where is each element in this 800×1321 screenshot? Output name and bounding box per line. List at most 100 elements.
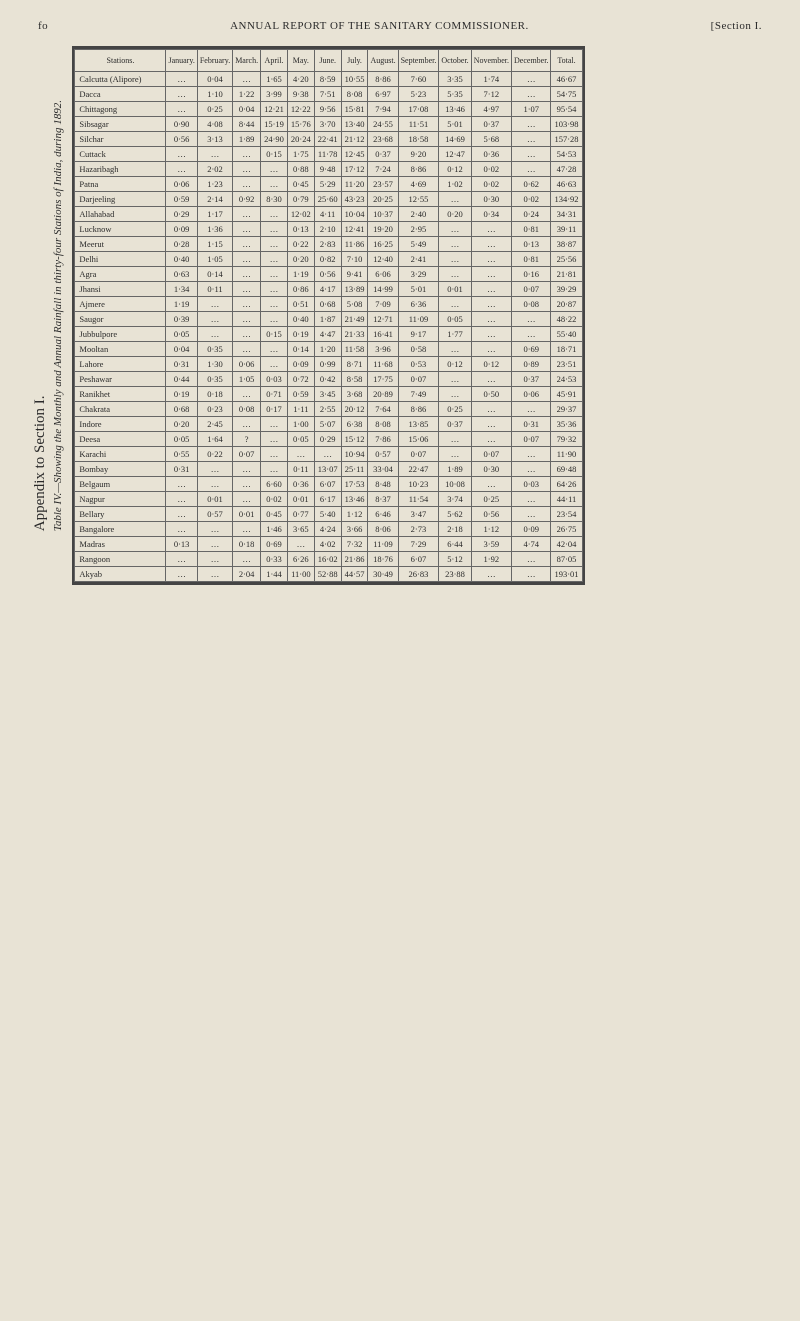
cell: 30·49	[368, 567, 398, 582]
cell: 7·12	[471, 87, 511, 102]
cell: …	[439, 387, 471, 402]
cell: 12·45	[341, 147, 368, 162]
cell: 2·18	[439, 522, 471, 537]
cell: …	[471, 417, 511, 432]
cell: 0·06	[166, 177, 197, 192]
cell: 3·68	[341, 387, 368, 402]
cell: 3·45	[314, 387, 341, 402]
cell: …	[261, 222, 288, 237]
cell: 6·60	[261, 477, 288, 492]
cell: 5·29	[314, 177, 341, 192]
cell: 0·51	[287, 297, 314, 312]
table-row: Jubbulpore0·05……0·150·194·4721·3316·419·…	[75, 327, 582, 342]
cell: 23·88	[439, 567, 471, 582]
table-row: Dacca…1·101·223·999·387·518·086·975·235·…	[75, 87, 582, 102]
cell: …	[471, 432, 511, 447]
cell: 17·08	[398, 102, 439, 117]
cell: 6·97	[368, 87, 398, 102]
cell: 7·49	[398, 387, 439, 402]
cell: 2·45	[197, 417, 232, 432]
cell: 9·20	[398, 147, 439, 162]
cell: 13·85	[398, 417, 439, 432]
cell: 0·02	[261, 492, 288, 507]
cell: 0·20	[439, 207, 471, 222]
cell: …	[512, 507, 551, 522]
cell: 0·20	[287, 252, 314, 267]
cell: 1·65	[261, 72, 288, 87]
cell: 1·15	[197, 237, 232, 252]
cell: 9·48	[314, 162, 341, 177]
cell: 0·15	[261, 327, 288, 342]
cell: 4·08	[197, 117, 232, 132]
cell: 17·53	[341, 477, 368, 492]
cell: …	[233, 72, 261, 87]
cell: 12·41	[341, 222, 368, 237]
cell: 26·83	[398, 567, 439, 582]
station-name: Peshawar	[75, 372, 166, 387]
station-name: Lucknow	[75, 222, 166, 237]
cell: 44·11	[551, 492, 582, 507]
cell: 20·89	[368, 387, 398, 402]
cell: 0·25	[197, 102, 232, 117]
cell: 12·55	[398, 192, 439, 207]
cell: 0·71	[261, 387, 288, 402]
cell: …	[512, 567, 551, 582]
cell: …	[197, 537, 232, 552]
cell: …	[287, 537, 314, 552]
cell: 8·08	[368, 417, 398, 432]
cell: 11·86	[341, 237, 368, 252]
cell: 0·77	[287, 507, 314, 522]
station-name: Saugor	[75, 312, 166, 327]
cell: …	[471, 567, 511, 582]
cell: 20·87	[551, 297, 582, 312]
table-row: Cuttack………0·151·7511·7812·450·379·2012·4…	[75, 147, 582, 162]
table-row: Jhansi1·340·11……0·864·1713·8914·995·010·…	[75, 282, 582, 297]
cell: 0·07	[512, 282, 551, 297]
cell: 0·13	[287, 222, 314, 237]
cell: …	[233, 207, 261, 222]
cell: 0·31	[166, 357, 197, 372]
cell: 12·71	[368, 312, 398, 327]
col-header: October.	[439, 50, 471, 72]
cell: 1·36	[197, 222, 232, 237]
table-row: Deesa0·051·64?…0·050·2915·127·8615·06……0…	[75, 432, 582, 447]
cell: 0·09	[287, 357, 314, 372]
cell: 18·76	[368, 552, 398, 567]
cell: 0·24	[512, 207, 551, 222]
cell: …	[439, 237, 471, 252]
cell: 0·01	[287, 492, 314, 507]
cell: …	[166, 477, 197, 492]
cell: 14·99	[368, 282, 398, 297]
cell: …	[233, 237, 261, 252]
cell: 54·75	[551, 87, 582, 102]
cell: 0·05	[166, 432, 197, 447]
cell: 0·25	[439, 402, 471, 417]
cell: 4·97	[471, 102, 511, 117]
cell: …	[512, 492, 551, 507]
cell: 193·01	[551, 567, 582, 582]
cell: 0·28	[166, 237, 197, 252]
cell: 3·96	[368, 342, 398, 357]
cell: 1·77	[439, 327, 471, 342]
cell: 0·05	[439, 312, 471, 327]
cell: …	[512, 147, 551, 162]
cell: 0·35	[197, 372, 232, 387]
col-header: September.	[398, 50, 439, 72]
table-caption: —Showing the Monthly and Annual Rainfall…	[52, 100, 64, 493]
cell: 0·99	[314, 357, 341, 372]
cell: …	[233, 342, 261, 357]
station-name: Bombay	[75, 462, 166, 477]
cell: 1·92	[471, 552, 511, 567]
cell: 23·68	[368, 132, 398, 147]
cell: 87·05	[551, 552, 582, 567]
cell: 1·89	[233, 132, 261, 147]
cell: …	[512, 462, 551, 477]
cell: 0·03	[261, 372, 288, 387]
cell: 12·40	[368, 252, 398, 267]
cell: …	[166, 102, 197, 117]
cell: 10·04	[341, 207, 368, 222]
cell: 0·14	[197, 267, 232, 282]
cell: 10·94	[341, 447, 368, 462]
cell: 4·47	[314, 327, 341, 342]
running-header: fo ANNUAL REPORT OF THE SANITARY COMMISS…	[30, 20, 770, 32]
